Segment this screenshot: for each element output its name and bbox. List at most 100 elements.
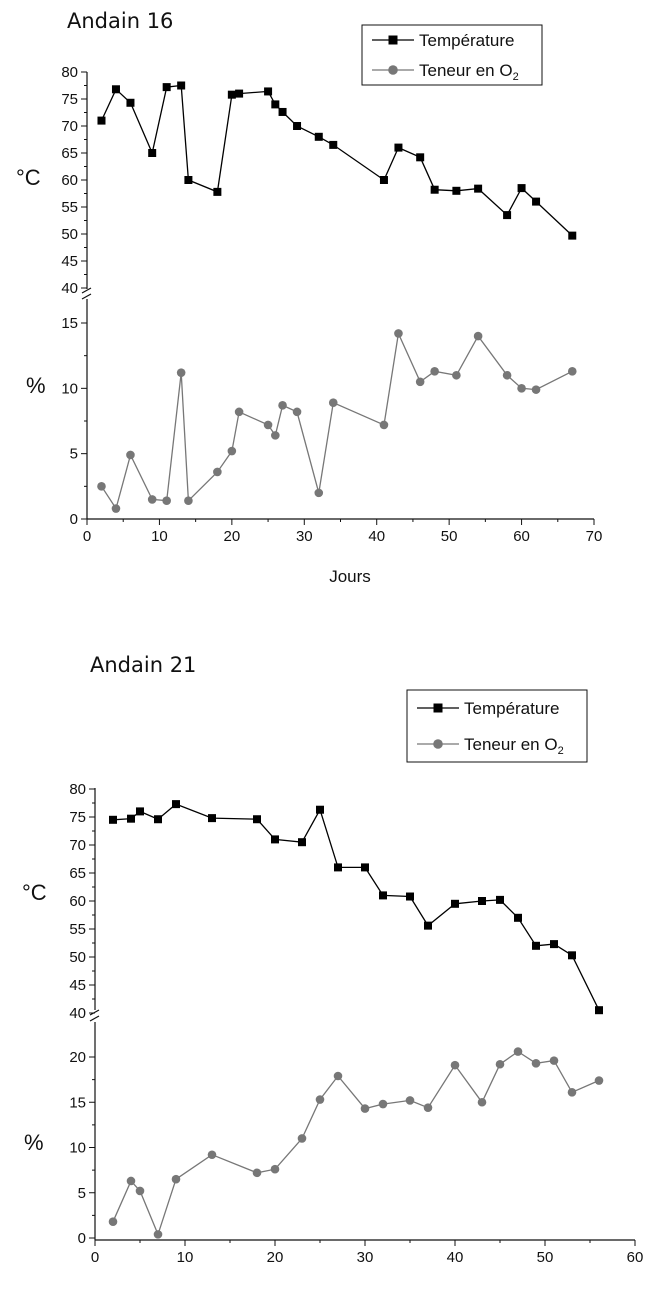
data-point-temperature <box>329 140 338 149</box>
x-tick-label: 40 <box>368 528 385 545</box>
axis-break-mark <box>89 1015 100 1022</box>
legend-label-subscript: 2 <box>558 745 564 757</box>
chart-title: Andain 16 <box>67 9 173 33</box>
data-point-temperature <box>496 895 504 904</box>
y-tick-label-temperature: 75 <box>61 91 78 108</box>
y-unit-label-oxygen: % <box>24 1130 44 1155</box>
data-point-oxygen <box>278 401 287 410</box>
x-tick-label: 20 <box>267 1249 284 1266</box>
data-point-oxygen <box>394 329 403 338</box>
y-tick-label-temperature: 65 <box>69 865 86 882</box>
data-point-oxygen <box>531 385 541 394</box>
y-tick-label-oxygen: 5 <box>70 446 78 463</box>
legend-label-text: Température <box>464 699 559 718</box>
data-point-oxygen <box>207 1150 217 1160</box>
data-point-temperature <box>162 83 171 92</box>
x-tick-label: 40 <box>447 1249 464 1266</box>
y-tick-label-temperature: 70 <box>69 837 86 854</box>
data-point-oxygen <box>126 1176 136 1186</box>
data-point-temperature <box>97 116 106 125</box>
data-point-temperature <box>430 185 439 194</box>
legend-box <box>361 24 543 86</box>
y-tick-label-temperature: 45 <box>61 253 78 270</box>
y-tick-label-oxygen: 15 <box>69 1094 86 1111</box>
data-point-oxygen <box>594 1076 604 1085</box>
y-tick-label-temperature: 75 <box>69 809 86 826</box>
data-point-oxygen <box>176 368 186 377</box>
data-point-oxygen <box>97 482 106 491</box>
data-point-oxygen <box>333 1071 343 1081</box>
y-tick-label-temperature: 50 <box>61 226 78 243</box>
data-point-oxygen <box>126 450 135 460</box>
data-point-temperature <box>235 89 244 98</box>
legend-marker-circle <box>388 65 398 75</box>
data-point-oxygen <box>477 1097 487 1107</box>
y-tick-label-temperature: 60 <box>69 893 86 910</box>
x-tick-label: 10 <box>177 1249 194 1266</box>
y-tick-label-oxygen: 10 <box>69 1140 86 1157</box>
x-tick-label: 30 <box>357 1249 374 1266</box>
data-point-oxygen <box>108 1217 118 1227</box>
data-point-oxygen <box>415 377 425 387</box>
data-point-oxygen <box>567 1087 577 1097</box>
data-point-temperature <box>451 899 459 908</box>
data-point-temperature <box>514 913 522 922</box>
data-point-oxygen <box>495 1059 505 1069</box>
legend-marker-square <box>433 703 443 713</box>
data-point-temperature <box>532 197 541 206</box>
y-tick-label-temperature: 40 <box>69 1005 86 1022</box>
series-line-oxygen <box>100 331 573 511</box>
data-point-temperature <box>316 805 324 814</box>
data-point-oxygen <box>297 1134 307 1143</box>
data-point-temperature <box>154 815 162 824</box>
data-point-temperature <box>568 231 577 240</box>
x-tick-label: 60 <box>627 1249 644 1266</box>
data-point-temperature <box>109 815 117 824</box>
data-point-temperature <box>208 814 216 823</box>
x-tick-label: 10 <box>151 528 168 545</box>
y-tick-label-temperature: 55 <box>69 921 86 938</box>
data-point-temperature <box>253 815 261 824</box>
data-point-oxygen <box>171 1174 181 1184</box>
data-point-temperature <box>293 122 302 130</box>
data-point-temperature <box>379 176 388 184</box>
legend: Température Teneur en O2 <box>361 24 543 86</box>
x-tick-label: 70 <box>586 528 603 545</box>
legend-label: Teneur en O2 <box>419 61 519 83</box>
data-point-temperature <box>314 132 323 141</box>
y-tick-label-oxygen: 15 <box>61 315 78 332</box>
data-point-oxygen <box>360 1104 370 1113</box>
y-tick-label-temperature: 55 <box>61 199 78 216</box>
data-point-temperature <box>264 87 273 96</box>
data-point-temperature <box>517 184 526 193</box>
chart-title: Andain 21 <box>90 653 196 677</box>
data-point-oxygen <box>531 1059 541 1068</box>
data-point-oxygen <box>473 331 483 341</box>
data-point-temperature <box>568 951 576 960</box>
legend-label-text: Teneur en O <box>419 61 513 80</box>
data-point-oxygen <box>314 488 324 498</box>
y-tick-label-temperature: 80 <box>69 781 86 798</box>
legend-label: Teneur en O2 <box>464 735 564 757</box>
chart-2: Andain 210 10 20 30 40 50 60404550556065707580… <box>22 653 643 1266</box>
legend-marker-circle <box>433 739 443 749</box>
data-point-temperature <box>595 1006 603 1015</box>
x-tick-label: 50 <box>537 1249 554 1266</box>
data-point-oxygen <box>271 431 280 440</box>
data-point-oxygen <box>452 370 461 380</box>
data-point-oxygen <box>379 420 389 430</box>
data-point-oxygen <box>549 1056 559 1065</box>
data-point-oxygen <box>292 407 302 417</box>
legend-label-text: Température <box>419 31 514 50</box>
data-point-oxygen <box>430 367 439 376</box>
data-point-temperature <box>361 863 369 872</box>
x-tick-label: 60 <box>513 528 530 545</box>
data-point-temperature <box>271 835 279 844</box>
y-tick-label-oxygen: 20 <box>69 1049 86 1066</box>
data-point-oxygen <box>328 398 338 408</box>
data-point-temperature <box>278 107 287 116</box>
data-point-temperature <box>111 85 120 94</box>
x-tick-label: 0 <box>83 528 91 545</box>
data-point-temperature <box>127 814 135 823</box>
y-tick-label-temperature: 65 <box>61 145 78 162</box>
